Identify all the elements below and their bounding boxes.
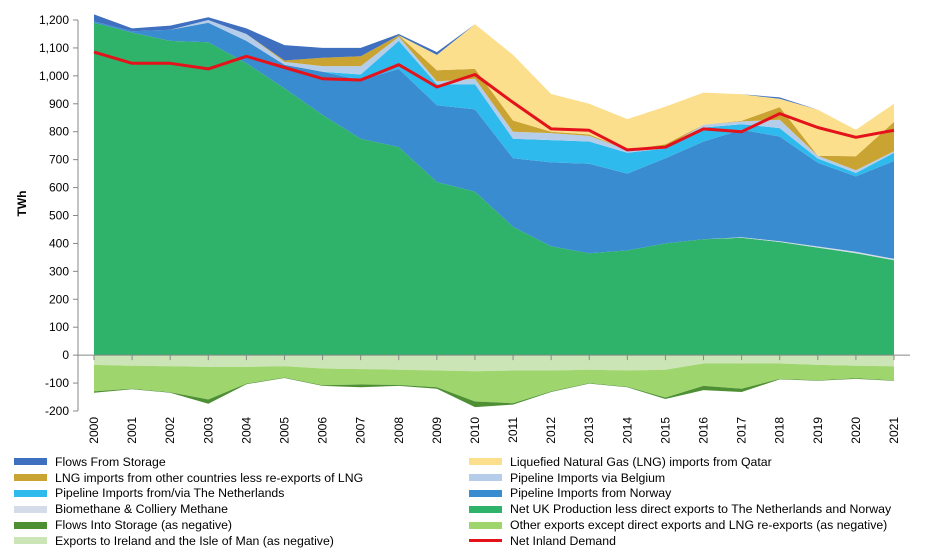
positive-area-5: [94, 20, 894, 171]
positive-area-3: [94, 21, 894, 177]
x-tick-label: 2014: [620, 417, 634, 444]
legend-label: Other exports except direct exports and …: [510, 518, 888, 533]
y-tick-label: 800: [49, 125, 69, 139]
y-tick-label: 600: [49, 181, 69, 195]
y-tick-label: 1,000: [39, 69, 69, 83]
legend-label: Liquefied Natural Gas (LNG) imports from…: [510, 454, 772, 469]
legend-swatch: [469, 458, 502, 466]
legend-swatch: [14, 537, 47, 545]
legend-label: Pipeline Imports from Norway: [510, 486, 672, 501]
legend-swatch: [469, 539, 502, 543]
chart-svg: -200 -100 0 100 200 300 400 500 600 700 800 900 1,00…: [15, 13, 910, 444]
x-tick-label: 2010: [468, 417, 482, 444]
y-tick-label: 200: [49, 292, 69, 306]
legend-item: Biomethane & Colliery Methane: [14, 501, 469, 517]
x-tick-label: 2012: [544, 417, 558, 444]
legend-swatch: [14, 505, 47, 513]
legend-item: Other exports except direct exports and …: [469, 517, 924, 533]
x-tick-label: 2005: [277, 417, 291, 444]
positive-area-2: [94, 21, 894, 259]
legend-label: Pipeline Imports from/via The Netherland…: [55, 486, 285, 501]
legend-label: LNG imports from other countries less re…: [55, 470, 364, 485]
legend-label: Net UK Production less direct exports to…: [510, 502, 892, 517]
y-tick-label: 1,200: [39, 13, 69, 27]
y-tick-label: 700: [49, 153, 69, 167]
legend-swatch: [14, 521, 47, 529]
x-tick-label: 2019: [811, 417, 825, 444]
x-tick-label: 2015: [658, 417, 672, 444]
legend-label: Exports to Ireland and the Isle of Man (…: [55, 533, 334, 548]
negative-area-1: [94, 363, 894, 404]
x-tick-label: 2017: [735, 417, 749, 444]
legend-label: Flows From Storage: [55, 454, 166, 469]
legend-label: Net Inland Demand: [510, 533, 616, 548]
legend-item: Liquefied Natural Gas (LNG) imports from…: [469, 454, 924, 470]
x-tick-label: 2009: [430, 417, 444, 444]
y-tick-label: 100: [49, 320, 69, 334]
legend-item: Net UK Production less direct exports to…: [469, 501, 924, 517]
y-tick-label: -200: [45, 404, 69, 418]
x-tick-label: 2007: [354, 417, 368, 444]
legend-swatch: [14, 458, 47, 466]
x-tick-label: 2004: [239, 417, 253, 444]
axes: -200 -100 0 100 200 300 400 500 600 700 800 900 1,00…: [39, 13, 910, 444]
positive-area-7: [94, 14, 894, 130]
x-tick-label: 2013: [582, 417, 596, 444]
y-tick-label: 400: [49, 236, 69, 250]
legend-item: LNG imports from other countries less re…: [14, 470, 469, 486]
legend-label: Pipeline Imports via Belgium: [510, 470, 666, 485]
x-tick-label: 2006: [316, 417, 330, 444]
legend-item: Net Inland Demand: [469, 533, 924, 549]
legend-item: Flows Into Storage (as negative): [14, 517, 469, 533]
x-tick-label: 2003: [201, 417, 215, 444]
x-tick-label: 2020: [849, 417, 863, 444]
legend-item: Flows From Storage: [14, 454, 469, 470]
legend-item: Pipeline Imports from/via The Netherland…: [14, 486, 469, 502]
x-tick-label: 2018: [773, 417, 787, 444]
legend-swatch: [469, 489, 502, 497]
legend: Flows From Storage Liquefied Natural Gas …: [14, 454, 929, 549]
y-tick-label: 1,100: [39, 41, 69, 55]
y-tick-label: 300: [49, 264, 69, 278]
legend-label: Biomethane & Colliery Methane: [55, 502, 228, 517]
stacked-areas: [94, 14, 894, 408]
legend-swatch: [469, 505, 502, 513]
legend-item: Exports to Ireland and the Isle of Man (…: [14, 533, 469, 549]
x-tick-label: 2021: [887, 417, 901, 444]
x-tick-label: 2001: [125, 417, 139, 444]
y-tick-label: 500: [49, 209, 69, 223]
x-tick-label: 2000: [87, 417, 101, 444]
y-tick-label: -100: [45, 376, 69, 390]
negative-area-0: [94, 355, 894, 372]
legend-swatch: [469, 521, 502, 529]
y-axis-label: TWh: [15, 191, 29, 217]
x-tick-label: 2016: [697, 417, 711, 444]
demand-line-layer: [93, 50, 895, 152]
legend-swatch: [469, 474, 502, 482]
x-tick-label: 2002: [163, 417, 177, 444]
negative-area-2: [94, 377, 894, 408]
legend-item: Pipeline Imports via Belgium: [469, 470, 924, 486]
legend-label: Flows Into Storage (as negative): [55, 518, 233, 533]
legend-swatch: [14, 474, 47, 482]
y-tick-label: 900: [49, 97, 69, 111]
x-tick-label: 2011: [506, 417, 520, 443]
legend-item: Pipeline Imports from Norway: [469, 486, 924, 502]
positive-area-0: [94, 22, 894, 356]
legend-swatch: [14, 489, 47, 497]
y-tick-label: 0: [62, 348, 69, 362]
x-tick-label: 2008: [392, 417, 406, 444]
net-inland-demand-line: [93, 50, 895, 152]
